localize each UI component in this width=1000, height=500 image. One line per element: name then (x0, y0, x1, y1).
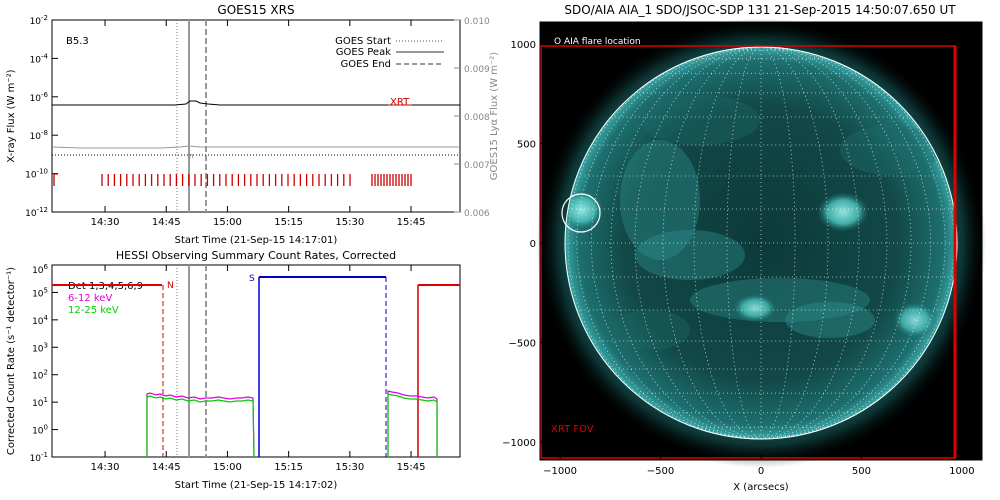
goes-right-tick-label: 0.010 (464, 17, 490, 27)
aia-y-tick-label: 500 (517, 139, 536, 150)
xrt-tick (53, 173, 58, 186)
legend-6-12-kev: 6-12 keV (68, 293, 112, 304)
hessi-y-label: Corrected Count Rate (s⁻¹ detector⁻¹) (6, 267, 17, 455)
aia-y-axis: 1000 500 0 −500 −1000 (502, 40, 546, 449)
legend-goes-peak: GOES Peak (336, 47, 391, 58)
grid-longitude-line (760, 47, 912, 439)
legend-det: Det 1,3,4,5,6,9 (68, 281, 143, 292)
goes-right-tick-label: 0.008 (464, 113, 490, 123)
goes-xrt-label: XRT (390, 97, 410, 108)
grid-longitude-line (760, 47, 946, 439)
hessi-12-25-kev-line (146, 395, 255, 457)
aia-panel: SDO/AIA AIA_1 SDO/JSOC-SDP 131 21-Sep-20… (502, 3, 986, 493)
aia-x-tick-label: 0 (758, 466, 764, 477)
aia-y-tick-label: 1000 (511, 40, 536, 51)
sun-limb-circle (564, 46, 958, 440)
goes-left-tick-label: 10-2 (30, 14, 48, 27)
aia-y-tick-label: 0 (530, 239, 536, 250)
goes-long-channel-line (52, 100, 460, 106)
hessi-panel: HESSI Observing Summary Count Rates, Cor… (6, 249, 461, 491)
goes-left-tick-label: 10-6 (30, 91, 49, 104)
hessi-6-12-kev-line-2 (387, 390, 438, 457)
goes-class-label: B5.3 (66, 36, 89, 47)
grid-longitude-line (590, 47, 762, 439)
hessi-time-tick-label: 15:30 (335, 462, 364, 473)
goes-y-label-left: X-ray Flux (W m⁻²) (6, 69, 17, 162)
aia-title: SDO/AIA AIA_1 SDO/JSOC-SDP 131 21-Sep-20… (564, 3, 956, 17)
xrt-fov-label: XRT FOV (551, 424, 594, 435)
hessi-marker-n: N (167, 281, 174, 291)
hessi-time-tick-label: 14:45 (152, 462, 181, 473)
hessi-6-12-kev-line (146, 392, 255, 457)
aia-x-axis: −1000 −500 0 500 1000 (543, 454, 975, 477)
goes-panel: GOES15 XRS 10-2 10-4 10-6 10-8 10-10 10-12 0.… (6, 3, 500, 246)
aia-flare-location-marker (561, 193, 601, 233)
hessi-marker-s: S (249, 274, 255, 284)
goes-time-tick-label: 15:00 (213, 217, 242, 228)
goes-time-tick-label: 15:15 (274, 217, 303, 228)
aia-x-tick-label: 1000 (949, 466, 974, 477)
aia-flare-legend: O AIA flare location (554, 37, 641, 47)
hessi-time-tick-label: 15:45 (397, 462, 426, 473)
hessi-y-tick-label: 105 (32, 286, 48, 299)
xrt-observation-ticks (53, 173, 412, 186)
hessi-y-tick-label: 10-1 (30, 451, 48, 464)
goes-time-tick-label: 15:30 (335, 217, 364, 228)
goes-y-label-right: GOES15 Lyα Flux (W m⁻²) (489, 52, 500, 180)
hessi-time-tick-label: 15:15 (274, 462, 303, 473)
grid-longitude-line (760, 47, 796, 439)
aia-x-tick-label: 500 (852, 466, 871, 477)
hessi-x-label: Start Time (21-Sep-15 14:17:02) (175, 480, 338, 491)
aia-x-label: X (arcsecs) (733, 482, 789, 493)
grid-longitude-line (610, 47, 762, 439)
grid-longitude-line (576, 47, 762, 439)
sun-active-regions (565, 47, 957, 439)
goes-time-axis: 14:30 14:45 15:00 15:15 15:30 15:45 (91, 20, 426, 228)
hessi-time-tick-label: 15:00 (213, 462, 242, 473)
hessi-legend: Det 1,3,4,5,6,9 6-12 keV 12-25 keV (68, 281, 143, 316)
goes-left-tick-label: 10-10 (25, 168, 48, 181)
goes-lya-marker: n (189, 152, 193, 160)
goes-x-label: Start Time (21-Sep-15 14:17:01) (175, 235, 338, 246)
goes-right-tick-label: 0.006 (464, 209, 490, 219)
aia-x-tick-label: −500 (647, 466, 674, 477)
legend-goes-start: GOES Start (335, 36, 391, 47)
hessi-y-axis: 106 105 104 103 102 101 100 10-1 (30, 263, 58, 464)
goes-title: GOES15 XRS (217, 3, 294, 17)
hessi-time-axis: 14:30 14:45 15:00 15:15 15:30 15:45 (91, 265, 426, 473)
goes-time-tick-label: 14:45 (152, 217, 181, 228)
aia-y-tick-label: −1000 (502, 438, 536, 449)
hessi-y-tick-label: 100 (32, 424, 48, 437)
goes-time-tick-label: 15:45 (397, 217, 426, 228)
hessi-y-tick-label: 103 (32, 341, 48, 354)
hessi-y-tick-label: 101 (32, 396, 48, 409)
hessi-12-25-kev-line-2 (387, 393, 438, 457)
hessi-y-tick-label: 106 (32, 263, 48, 276)
goes-right-axis: 0.010 0.009 0.008 0.007 0.006 (454, 17, 490, 219)
hessi-time-tick-label: 14:30 (91, 462, 120, 473)
aia-y-tick-label: −500 (509, 339, 536, 350)
grid-longitude-line (760, 47, 932, 439)
goes-legend: GOES Start GOES Peak GOES End (335, 36, 444, 70)
goes-left-tick-label: 10-4 (30, 52, 49, 65)
goes-right-tick-label: 0.007 (464, 161, 490, 171)
heliographic-grid (565, 47, 957, 439)
goes-left-tick-label: 10-8 (30, 129, 48, 142)
goes-right-tick-label: 0.009 (464, 65, 490, 75)
aia-x-tick-label: −1000 (543, 466, 577, 477)
grid-longitude-line (760, 47, 829, 439)
hessi-y-tick-label: 104 (32, 314, 48, 327)
legend-goes-end: GOES End (341, 59, 391, 70)
goes-left-axis: 10-2 10-4 10-6 10-8 10-10 10-12 (25, 14, 58, 219)
legend-12-25-kev: 12-25 keV (68, 305, 119, 316)
goes-left-tick-label: 10-12 (25, 206, 48, 219)
hessi-title: HESSI Observing Summary Count Rates, Cor… (116, 249, 396, 262)
goes-short-channel-line (52, 145, 460, 149)
goes-time-tick-label: 14:30 (91, 217, 120, 228)
hessi-plot-frame (51, 264, 461, 458)
hessi-y-tick-label: 102 (32, 369, 48, 382)
